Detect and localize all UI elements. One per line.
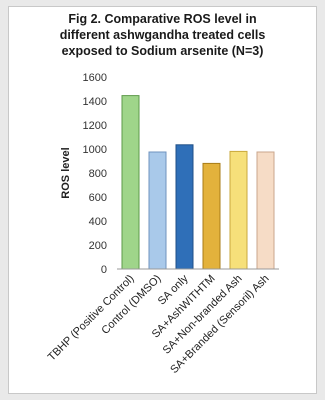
- y-tick-label: 0: [101, 264, 107, 276]
- y-tick-label: 1400: [83, 96, 107, 108]
- bar: [148, 151, 167, 270]
- y-tick-label: 400: [89, 216, 107, 228]
- chart-title: Fig 2. Comparative ROS level in differen…: [9, 11, 316, 59]
- y-axis-ticks: 0 200 400 600 800 1000 1200 1400 1600: [83, 72, 107, 276]
- y-tick-label: 1000: [83, 144, 107, 156]
- bar: [202, 162, 221, 270]
- chart-title-line-2: different ashwgandha treated cells: [59, 28, 266, 42]
- chart-title-line-3: exposed to Sodium arsenite (N=3): [61, 44, 264, 58]
- y-axis-title: ROS level: [60, 147, 72, 198]
- y-tick-label: 800: [89, 168, 107, 180]
- bar: [256, 151, 275, 270]
- y-tick-label: 200: [89, 240, 107, 252]
- bar: [229, 150, 248, 270]
- bar-chart: 0 200 400 600 800 1000 1200 1400 1600 TBHP (Posi…: [46, 72, 279, 376]
- chart-title-line-1: Fig 2. Comparative ROS level in: [68, 12, 257, 26]
- y-tick-label: 1600: [83, 72, 107, 84]
- bar: [121, 95, 140, 270]
- bars: [121, 95, 275, 270]
- x-axis-labels: TBHP (Positive Control)Control (DMSO)SA …: [46, 272, 272, 376]
- chart-card: Fig 2. Comparative ROS level in differen…: [8, 6, 317, 394]
- y-tick-label: 1200: [83, 120, 107, 132]
- bar: [175, 144, 194, 270]
- y-tick-label: 600: [89, 192, 107, 204]
